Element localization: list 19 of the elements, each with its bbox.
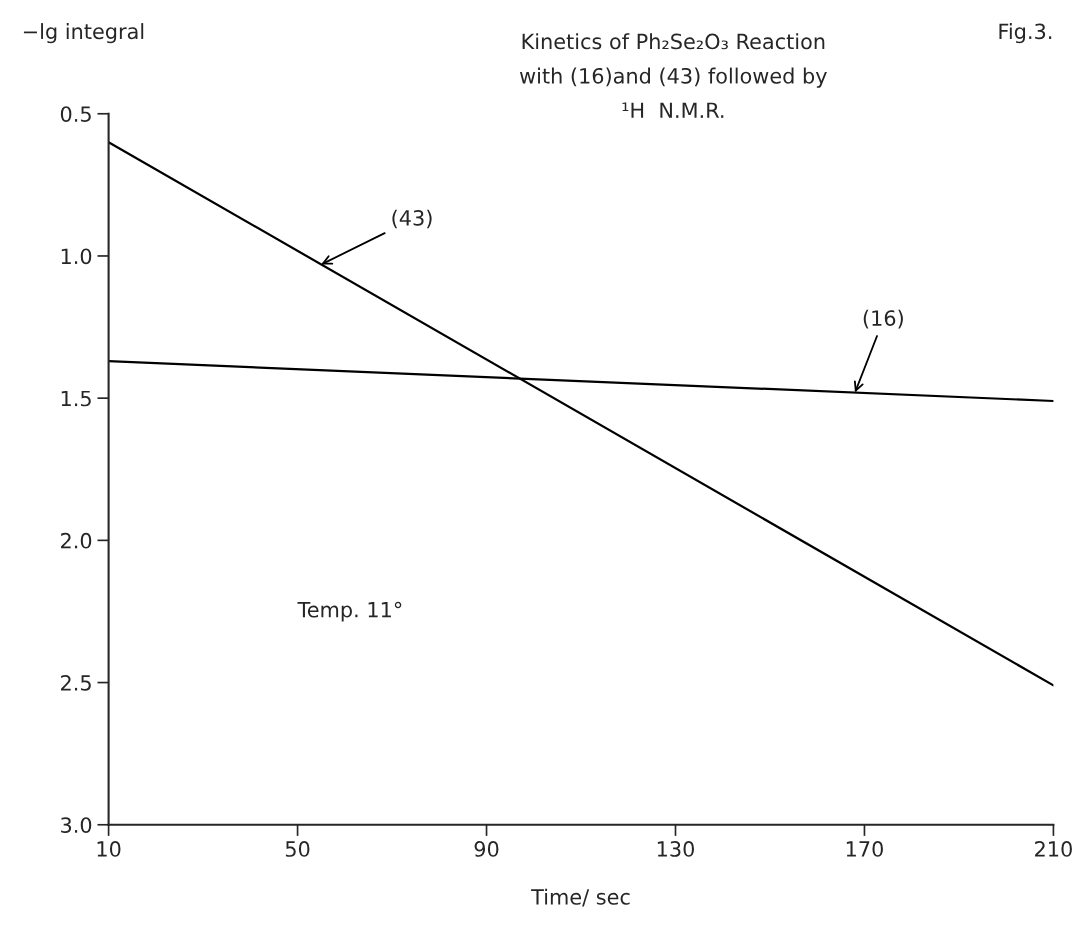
x-tick-label: 170 <box>846 841 883 857</box>
caption: Fig.3. <box>999 23 1052 44</box>
y-tick-label: 0.5 <box>60 106 91 122</box>
annotation: Temp. 11° <box>297 601 402 622</box>
x-tick-label: 50 <box>285 841 310 857</box>
y-tick-label: 2.0 <box>61 532 92 549</box>
x-tick-label: 10 <box>97 841 121 857</box>
y-axis-title: −lg integral <box>23 23 144 44</box>
chart-title: Kinetics of Ph₂Se₂O₃ Reaction with (16)and (43) followed by ¹H N.M.R. <box>519 33 827 118</box>
y-tick-label: 1.0 <box>61 248 92 265</box>
x-tick-label: 90 <box>474 841 499 857</box>
x-axis-title: Time/ sec <box>531 888 630 907</box>
x-tick-label: 210 <box>1035 841 1072 857</box>
y-tick-label: 2.5 <box>61 675 91 691</box>
annotation: (43) <box>392 209 432 229</box>
y-tick-label: 3.0 <box>61 817 92 833</box>
x-tick-label: 130 <box>657 841 694 857</box>
y-tick-label: 1.5 <box>61 390 91 407</box>
annotation: (16) <box>863 309 903 329</box>
